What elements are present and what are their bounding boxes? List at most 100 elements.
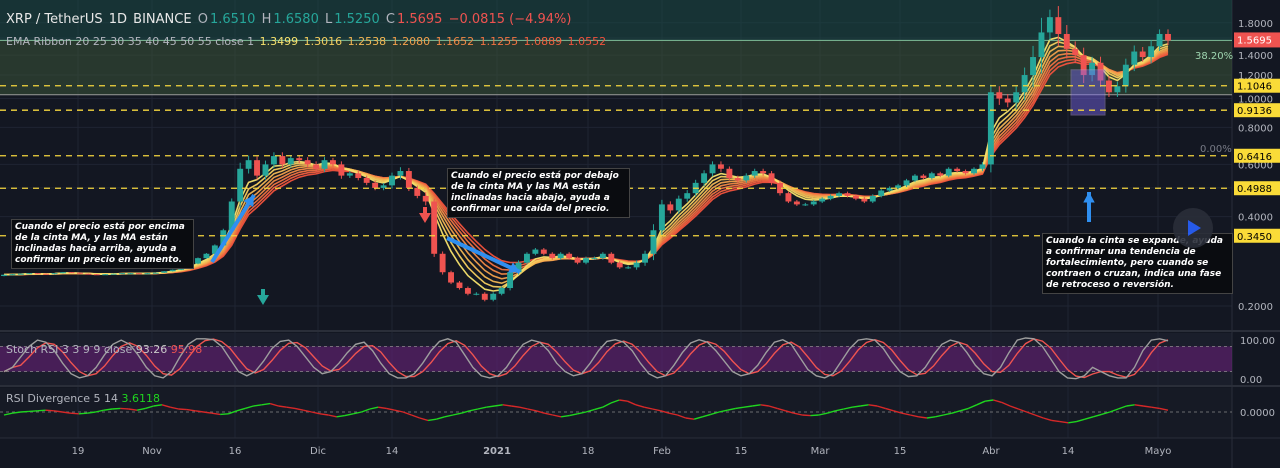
rsi-divergence-segment [511,405,520,408]
candle-body [642,253,648,263]
ema-value: 1.3016 [303,35,343,48]
price-tick-label: 1.4000 [1238,51,1273,62]
candle-body [296,158,303,161]
candle-body [532,249,539,254]
rsi-divergence-segment [136,407,146,411]
stoch-rsi-legend[interactable]: Stoch RSI 3 3 9 9 close 93.26 95.98 [6,343,202,356]
candle-body [380,185,387,188]
price-tick-label: 1.2000 [1238,71,1273,82]
rsi-divergence-segment [527,408,537,412]
rsi-divergence-segment [768,405,778,410]
candle-body [878,190,885,196]
rsi-divergence-legend[interactable]: RSI Divergence 5 14 3.6118 [6,392,160,405]
rsi-divergence-segment [378,406,387,410]
rsi-divergence-segment [477,406,487,410]
candle-body [599,253,606,259]
time-tick-label: 14 [386,446,399,457]
rsi-divergence-segment [627,400,637,406]
candle-body [945,168,952,176]
rsi-divergence-segment [195,410,204,413]
candle-body [119,273,126,275]
interval-label[interactable]: 1D [108,12,128,27]
candle-body [886,187,893,191]
rsi-divergence-segment [984,399,994,402]
rsi-divergence-segment [710,411,720,416]
replay-play-button[interactable] [1173,208,1213,248]
rsi-divergence-segment [303,409,312,413]
rsi-divergence-segment [336,414,345,418]
candle-body [954,168,961,172]
rsi-divergence-segment [1034,414,1044,419]
candle-body [515,262,522,273]
candle-body [17,273,24,275]
candle-body [1122,64,1129,87]
candle-body [827,195,834,199]
rsi-divergence-segment [644,406,653,410]
rsi-divergence-segment [1134,404,1144,407]
candle-body [726,168,733,178]
rsi-divergence-segment [286,406,296,410]
candle-body [1055,17,1062,34]
level-price-tag [1234,103,1280,118]
candle-body [869,195,876,202]
candle-body [650,230,657,254]
rsi-divergence-segment [112,407,121,410]
candle-body [270,156,277,165]
candle-body [1097,62,1104,81]
candle-body [245,160,252,169]
rsi-divergence-segment [87,411,96,414]
rsi-divergence-segment [128,408,138,411]
bearish-note: Cuando el precio está por debajo de la c… [447,168,630,218]
candle-body [971,168,977,174]
rsi-divergence-segment [1076,418,1086,423]
candle-body [228,201,235,231]
rsi-divergence-segment [1009,405,1019,410]
candle-body [785,193,792,202]
high-label: H [261,12,272,27]
candle-body [26,273,33,275]
candle-body [287,158,294,165]
rsi-divergence-segment [344,413,354,417]
candle-body [583,258,589,263]
bullish-note: Cuando el precio está por encima de la c… [11,219,194,269]
rsi-divergence-segment [760,404,770,407]
rsi-divergence-segment [901,412,911,416]
osc-tick-label: 100.00 [1240,336,1275,347]
candle-body [152,272,159,274]
candle-body [76,272,83,274]
symbol-label[interactable]: XRP / TetherUS [6,12,103,27]
rsi-divergence-segment [619,399,628,402]
level-price-tag [1234,181,1280,196]
candle-body [102,274,109,276]
time-tick-label: Mar [811,446,831,457]
time-tick-label: 16 [229,446,242,457]
candle-body [1114,86,1121,93]
level-price-tag [1234,228,1280,243]
ema-ribbon-legend[interactable]: EMA Ribbon 20 25 30 35 40 45 50 55 close… [6,35,608,48]
candle-body [928,173,935,178]
candle-body [346,173,353,176]
candle-body [1165,33,1171,41]
rsi-divergence-segment [519,406,528,410]
rsi-divergence-segment [62,411,71,414]
candle-body [220,230,227,246]
ema-value: 1.2538 [347,35,387,48]
rsi-divergence-segment [203,411,212,414]
rsi-divergence-segment [602,402,612,408]
candle-body [372,182,379,188]
osc-tick-label: 0.0000 [1240,408,1275,419]
candle-body [912,175,918,181]
candle-body [338,164,345,176]
rsi-divergence-segment [419,417,429,422]
open-value: 1.6510 [209,12,256,27]
rsi-divergence-segment [411,414,420,419]
stoch-rsi-label: Stoch RSI 3 3 9 9 close [6,343,133,356]
candle-body [60,272,66,274]
candle-body [802,204,809,206]
fib-label-upper: 38.20% [1195,51,1234,62]
fib-label-lower: 0.00% [1200,144,1232,155]
rsi-divergence-segment [1142,405,1152,408]
rsi-divergence-segment [228,410,238,415]
rsi-divergence-segment [45,409,54,412]
rsi-divergence-segment [610,399,620,404]
